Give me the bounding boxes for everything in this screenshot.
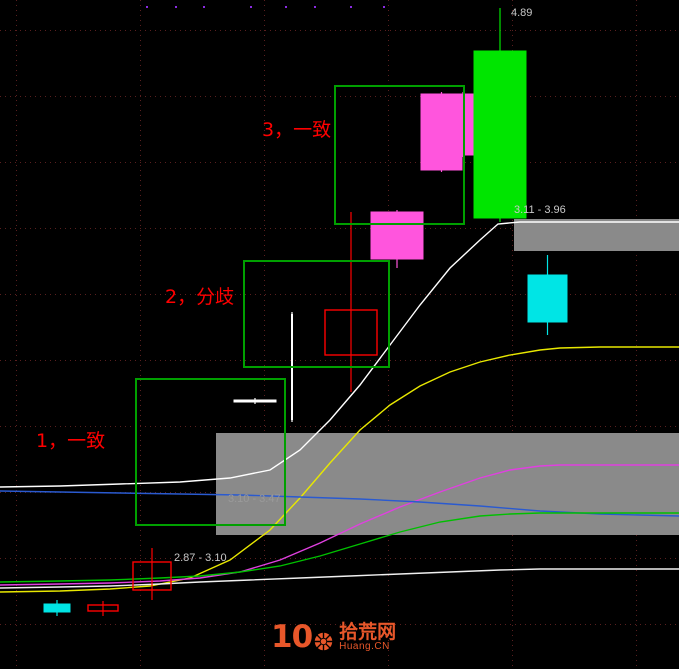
grid-line-h: [0, 558, 679, 559]
grid-line-h: [0, 162, 679, 163]
box-2-divergence: [243, 260, 390, 368]
grid-line-v: [16, 0, 17, 669]
candle-body: [527, 274, 568, 323]
watermark: 10 拾荒网 Huang.CN: [271, 617, 396, 657]
marker-dot: [175, 6, 177, 8]
marker-dot: [146, 6, 148, 8]
price-label-range-2: 3.10 - 3.47: [228, 493, 281, 505]
grid-line-v: [512, 0, 513, 669]
annotation-1: 1，一致: [36, 430, 106, 452]
marker-dot: [314, 6, 316, 8]
gear-icon: [313, 630, 335, 652]
box-1-consensus: [135, 378, 286, 526]
price-label-range-1: 3.11 - 3.96: [514, 204, 566, 216]
price-label-range-3: 2.87 - 3.10: [174, 552, 227, 564]
watermark-text: 拾荒网 Huang.CN: [339, 620, 397, 652]
grid-line-h: [0, 30, 679, 31]
annotation-3: 3，一致: [262, 119, 332, 141]
price-label-high: 4.89: [511, 7, 533, 19]
annotation-2: 2，分歧: [165, 286, 235, 308]
marker-dot: [250, 6, 252, 8]
marker-dot: [350, 6, 352, 8]
grid-line-h: [0, 96, 679, 97]
grid-line-v: [140, 0, 141, 669]
MA-white-lower: [0, 568, 679, 589]
top-marker-dots: [0, 6, 679, 8]
candle-body: [473, 50, 527, 219]
box-3-consensus: [334, 85, 465, 225]
marker-dot: [203, 6, 205, 8]
marker-dot: [285, 6, 287, 8]
grid-line-v: [636, 0, 637, 669]
watermark-cn-bottom: Huang.CN: [339, 640, 390, 652]
candle-body: [87, 604, 119, 612]
watermark-cn-top: 拾荒网: [339, 620, 397, 643]
grid-line-h: [0, 624, 679, 625]
marker-dot: [383, 6, 385, 8]
candle-body: [43, 603, 71, 613]
candle-body: [132, 561, 172, 591]
watermark-number: 10: [271, 618, 313, 655]
gray-zone-upper: [514, 219, 679, 251]
